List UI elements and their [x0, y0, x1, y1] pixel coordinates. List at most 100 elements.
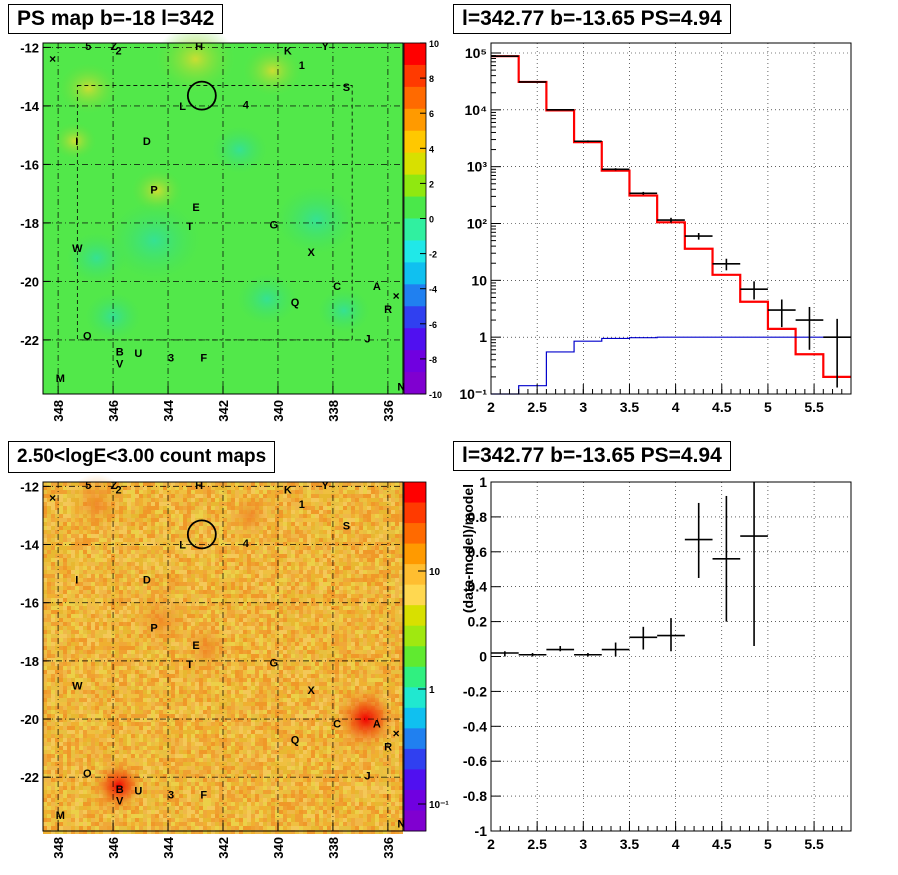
y-tick-label: 10 [471, 272, 487, 288]
cross-marker-0: × [49, 52, 56, 66]
bl-xtick-label: 336 [381, 837, 396, 859]
bl-ytick-label: -22 [20, 770, 39, 785]
tl-xtick-label: 346 [106, 400, 121, 422]
fluctuation-10 [236, 273, 297, 325]
x-tick-label: 5.5 [804, 836, 824, 852]
colorbar-tick-label: 4 [429, 144, 434, 154]
source-label-C: C [333, 281, 341, 293]
source-label-Z: Z [111, 41, 118, 53]
source-label-K: K [284, 45, 292, 57]
source-label-D: D [143, 136, 151, 148]
source-label-A: A [373, 281, 381, 293]
colorbar-band [404, 789, 426, 811]
x-tick-label: 2.5 [527, 399, 547, 415]
bl-xtick-label: 340 [271, 837, 286, 859]
source-label-2: 2 [116, 45, 122, 57]
y-tick-label: -0.8 [463, 788, 487, 804]
x-tick-label: 5 [764, 836, 772, 852]
colorbar-band [404, 43, 426, 66]
spectrum-title: l=342.77 b=-13.65 PS=4.94 [453, 4, 731, 34]
source-label-2: 2 [116, 484, 122, 496]
source-label-G: G [270, 657, 279, 669]
plot-frame [490, 42, 852, 395]
tl-xtick-label: 348 [51, 400, 66, 422]
colorbar-band [404, 502, 426, 524]
count-map-pixels [43, 482, 403, 834]
roi-outline [76, 85, 353, 341]
bl-xtick-label: 338 [326, 837, 341, 859]
x-tick-label: 3 [579, 836, 587, 852]
source-label-K: K [284, 484, 292, 496]
source-label-3: 3 [168, 790, 174, 802]
source-label-N: N [397, 382, 405, 394]
y-tick-label: 1 [479, 474, 487, 490]
source-label-D: D [143, 574, 151, 586]
tl-xtick-label: 344 [161, 399, 176, 421]
source-label-O: O [83, 768, 92, 780]
source-label-F: F [200, 352, 207, 364]
source-label-L: L [179, 101, 186, 113]
source-label-4: 4 [243, 99, 250, 111]
source-label-X: X [308, 247, 316, 259]
source-label-T: T [186, 659, 193, 671]
spectrum-plot: 2 2.5 3 3.5 4 4.5 5 5.5 10⁻¹ 1 10 10² 10³ 10⁴ 10⁵ [459, 42, 852, 415]
source-label-O: O [83, 331, 92, 343]
colorbar-band [404, 262, 426, 285]
colorbar-band [404, 646, 426, 668]
tl-ytick-label: -18 [20, 216, 39, 231]
y-tick-label: 0.4 [468, 579, 488, 595]
colorbar-band [404, 748, 426, 770]
source-label-W: W [72, 243, 83, 255]
colorbar-tick-label: 1 [429, 685, 435, 696]
y-tick-label: -0.4 [463, 718, 487, 734]
bl-xtick-label: 342 [216, 837, 231, 859]
source-label-N: N [397, 819, 405, 831]
colorbar-band [404, 130, 426, 154]
model-step-line-1 [491, 336, 851, 395]
source-label-B: B [116, 784, 124, 796]
colorbar-band [404, 174, 426, 198]
x-tick-label: 4 [672, 836, 680, 852]
colorbar-tick-label: -8 [429, 355, 437, 365]
colorbar-band [404, 810, 426, 832]
tl-xtick-label: 342 [216, 400, 231, 422]
count-map-title: 2.50<logE<3.00 count maps [8, 441, 276, 473]
x-tick-label: 4.5 [712, 399, 732, 415]
x-tick-label: 2 [487, 399, 495, 415]
source-label-R: R [384, 304, 392, 316]
y-tick-label: 10⁻¹ [459, 386, 487, 402]
source-glow-2 [129, 590, 190, 651]
colorbar-band [404, 605, 426, 627]
y-tick-label: -1 [475, 823, 488, 839]
source-glow-5 [228, 493, 273, 538]
x-tick-label: 4.5 [712, 836, 732, 852]
colorbar-tick-label: 8 [429, 74, 434, 84]
fluctuation-3 [242, 45, 303, 97]
source-label-R: R [384, 742, 392, 754]
colorbar-tick-label: 6 [429, 109, 434, 119]
colorbar-band [404, 350, 426, 373]
colorbar-band [404, 523, 426, 545]
bl-xtick-label: 348 [51, 837, 66, 859]
colorbar-band [404, 372, 426, 395]
source-label-M: M [56, 373, 65, 385]
source-label-1: 1 [299, 499, 305, 511]
fluctuation-9 [317, 288, 370, 333]
colorbar-tick-label: 0 [429, 215, 434, 225]
source-label-U: U [134, 348, 142, 360]
roi-polygon [76, 85, 353, 341]
count-map-circle-marker [186, 519, 217, 550]
source-label-E: E [192, 640, 199, 652]
bl-xtick-label: 344 [161, 836, 176, 858]
x-tick-label: 4 [672, 399, 680, 415]
ps-circle [186, 519, 217, 550]
source-label-4: 4 [243, 538, 250, 550]
y-tick-label: 0.2 [468, 614, 488, 630]
ps-map-circle-marker [186, 80, 217, 111]
x-tick-label: 2.5 [527, 836, 547, 852]
y-tick-label: 10² [467, 216, 488, 232]
source-label-V: V [116, 358, 124, 370]
tl-xtick-label: 336 [381, 400, 396, 422]
